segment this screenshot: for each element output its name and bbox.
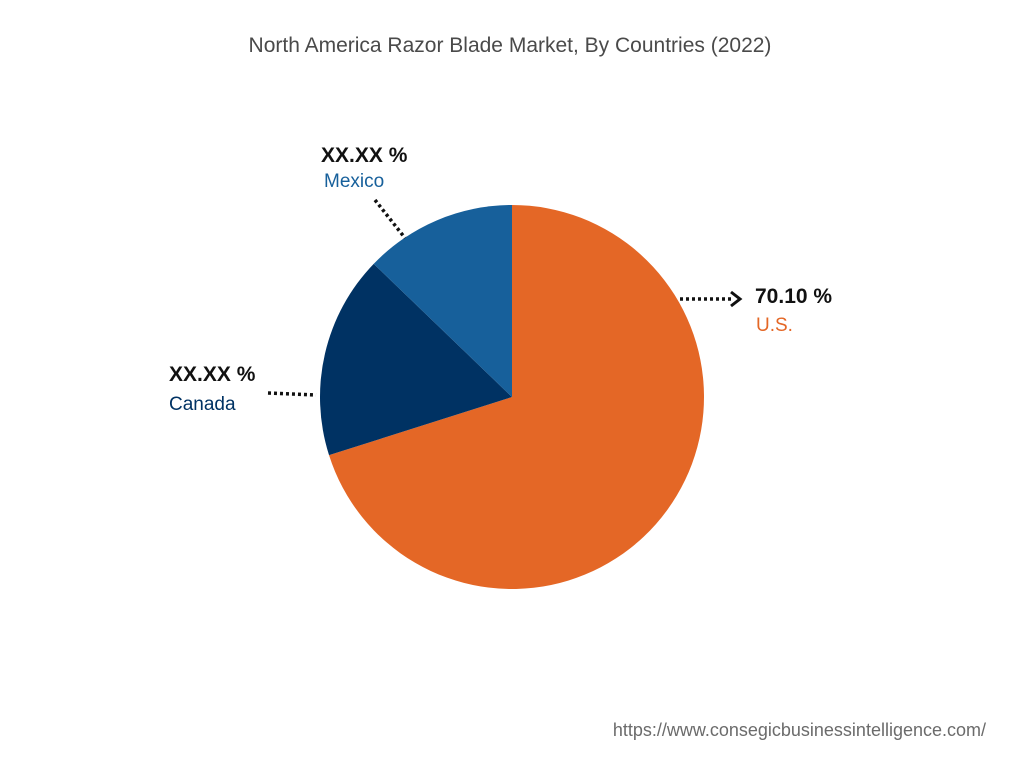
slice-value-label-us: 70.10 % — [755, 285, 832, 308]
leader-line-mexico — [373, 198, 407, 240]
pie-slice-canada — [320, 263, 512, 456]
slice-label-us: U.S. — [756, 315, 793, 336]
slice-value-label-canada: XX.XX % — [169, 363, 256, 386]
pie-slice-mexico — [373, 205, 512, 397]
pie-slice-us — [329, 205, 704, 590]
slice-label-canada: Canada — [169, 394, 236, 415]
pie-slices — [320, 205, 704, 590]
slice-value-label-mexico: XX.XX % — [321, 144, 408, 167]
source-url[interactable]: https://www.consegicbusinessintelligence… — [612, 720, 986, 740]
leader-arrow-us — [730, 290, 743, 308]
slice-label-mexico: Mexico — [324, 171, 384, 192]
leader-line-canada — [267, 391, 317, 397]
chart-title: North America Razor Blade Market, By Cou… — [248, 34, 772, 57]
